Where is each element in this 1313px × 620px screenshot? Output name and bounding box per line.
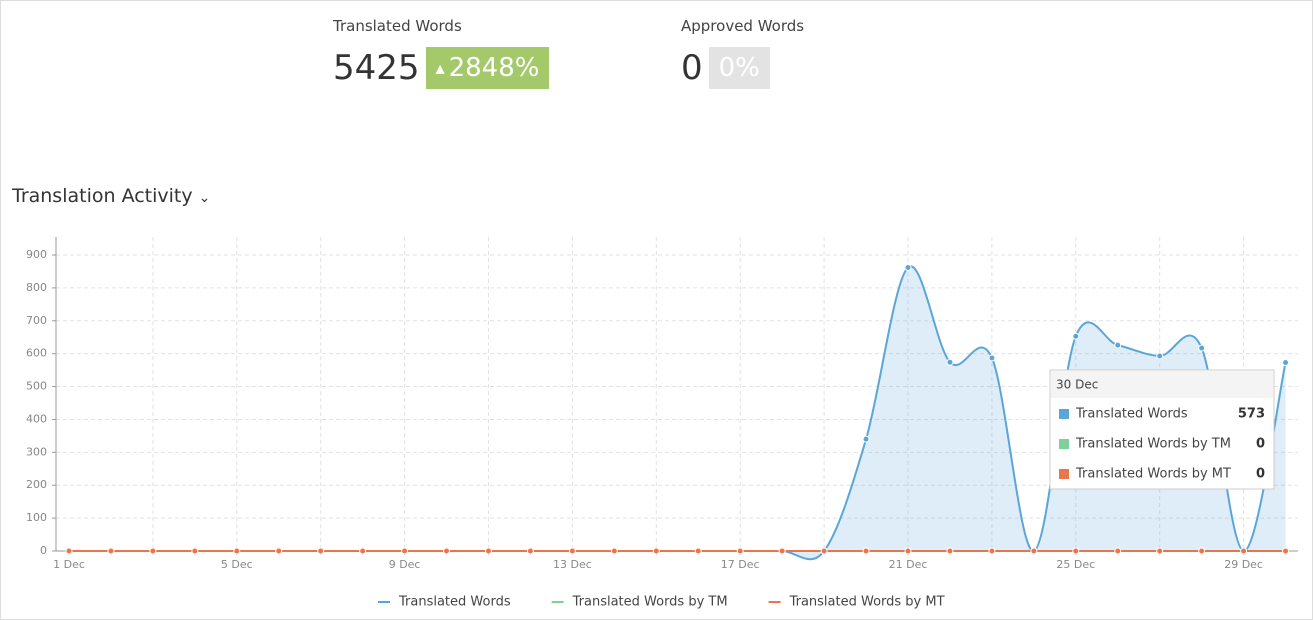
stat-label: Approved Words xyxy=(681,17,805,35)
tooltip-swatch xyxy=(1059,469,1069,479)
tooltip-value: 0 xyxy=(1256,467,1265,482)
section-title-text: Translation Activity xyxy=(12,185,193,207)
tooltip-swatch xyxy=(1059,409,1069,419)
point xyxy=(904,547,912,555)
point xyxy=(736,547,744,555)
tooltip-label: Translated Words by MT xyxy=(1075,467,1231,482)
point xyxy=(526,547,534,555)
tooltip-value: 0 xyxy=(1256,437,1265,452)
legend-label: Translated Words xyxy=(398,595,511,610)
x-tick-label: 29 Dec xyxy=(1224,558,1263,571)
y-tick-label: 700 xyxy=(26,314,47,327)
point xyxy=(1072,547,1080,555)
point xyxy=(1156,352,1164,360)
y-tick-label: 100 xyxy=(26,511,47,524)
section-title[interactable]: Translation Activity ⌄ xyxy=(12,185,211,207)
tooltip-swatch xyxy=(1059,439,1069,449)
point xyxy=(1240,547,1248,555)
y-tick-label: 900 xyxy=(26,248,47,261)
y-tick-label: 800 xyxy=(26,281,47,294)
x-tick-label: 25 Dec xyxy=(1056,558,1095,571)
area xyxy=(69,266,1286,560)
y-tick-label: 500 xyxy=(26,380,47,393)
x-tick-label: 1 Dec xyxy=(53,558,85,571)
point xyxy=(149,547,157,555)
point xyxy=(1114,341,1122,349)
tooltip-label: Translated Words xyxy=(1075,407,1188,422)
point xyxy=(904,263,912,271)
stat-label: Translated Words xyxy=(333,17,462,35)
stat-change-text: 2848% xyxy=(448,53,540,83)
x-tick-label: 21 Dec xyxy=(889,558,928,571)
y-tick-label: 300 xyxy=(26,445,47,458)
stat-change: 0% xyxy=(708,47,770,89)
tooltip: 30 Dec Translated Words 573 Translated Word… xyxy=(1049,369,1275,490)
point xyxy=(1030,547,1038,555)
point xyxy=(1282,359,1290,367)
point xyxy=(1198,547,1206,555)
stat-approved: Approved Words 0 0% xyxy=(681,17,804,89)
y-tick-label: 200 xyxy=(26,478,47,491)
tooltip-header xyxy=(1051,371,1273,398)
point xyxy=(443,547,451,555)
point xyxy=(317,547,325,555)
x-tick-label: 17 Dec xyxy=(721,558,760,571)
point xyxy=(401,547,409,555)
point xyxy=(694,547,702,555)
stat-translated: Translated Words 5425 ▲ 2848% xyxy=(333,17,550,89)
point xyxy=(946,547,954,555)
point xyxy=(233,547,241,555)
point xyxy=(1156,547,1164,555)
point xyxy=(1072,332,1080,340)
point xyxy=(107,547,115,555)
legend-label: Translated Words by TM xyxy=(572,595,728,610)
x-tick-label: 13 Dec xyxy=(553,558,592,571)
point xyxy=(610,547,618,555)
point xyxy=(485,547,492,555)
point xyxy=(359,547,367,555)
tooltip-label: Translated Words by TM xyxy=(1075,437,1231,452)
tooltip-value: 573 xyxy=(1238,407,1265,422)
tooltip-title: 30 Dec xyxy=(1056,378,1098,392)
point xyxy=(778,547,786,555)
point xyxy=(1282,547,1290,555)
point xyxy=(65,547,73,555)
point xyxy=(820,547,828,555)
stat-value: 0 xyxy=(681,48,703,88)
x-tick-label: 5 Dec xyxy=(221,558,253,571)
point xyxy=(568,547,576,555)
point xyxy=(275,547,283,555)
point xyxy=(191,547,199,555)
point xyxy=(1114,547,1122,555)
y-tick-label: 0 xyxy=(40,544,47,557)
point xyxy=(946,358,954,366)
point xyxy=(862,435,870,443)
stat-value: 5425 xyxy=(333,48,420,88)
point xyxy=(862,547,870,555)
point xyxy=(652,547,660,555)
y-tick-label: 400 xyxy=(26,412,47,425)
point xyxy=(988,547,996,555)
stat-change: ▲ 2848% xyxy=(425,47,550,89)
point xyxy=(988,354,996,362)
point xyxy=(1198,344,1206,352)
legend-label: Translated Words by MT xyxy=(789,595,945,610)
y-tick-label: 600 xyxy=(26,347,47,360)
x-tick-label: 9 Dec xyxy=(389,558,421,571)
